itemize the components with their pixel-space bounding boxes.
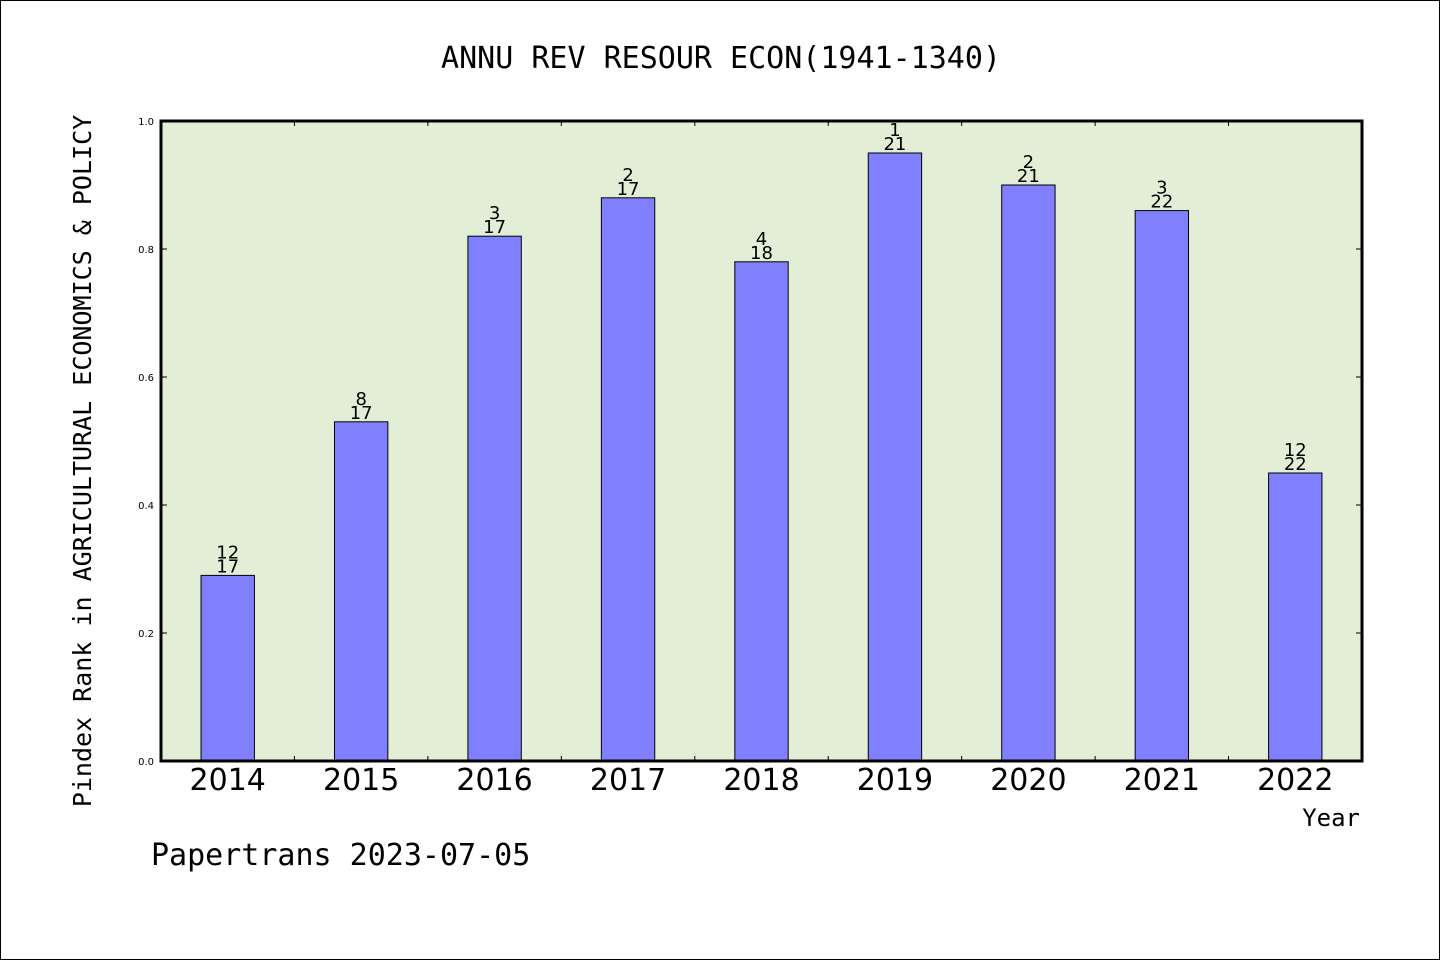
- bar-2015: [333, 421, 389, 762]
- x-tick-label: 2021: [1124, 763, 1200, 798]
- tick-group: 2014 2015 2016 2017 2018 2019 2020 2021 2022 0.0 0…: [138, 117, 1362, 798]
- plot-border: [159, 119, 1364, 763]
- bar-total-label: 17: [350, 403, 373, 424]
- bar-rank-label: 2: [622, 165, 633, 186]
- bar-total-label: 21: [883, 134, 906, 155]
- x-axis-label: Year: [1302, 804, 1360, 832]
- bar-total-label: 22: [1150, 192, 1173, 213]
- y-tick-label: 0.8: [138, 245, 154, 256]
- bar-total-label: 17: [216, 556, 239, 577]
- bar-2021: [1134, 210, 1190, 762]
- bar-rank-label: 3: [489, 203, 500, 224]
- x-tick-label: 2017: [590, 763, 666, 798]
- bar-2019: [867, 152, 923, 762]
- x-tick-label: 2020: [990, 763, 1066, 798]
- bar-2017: [600, 197, 656, 762]
- bar-rank-label: 2: [1023, 152, 1034, 173]
- x-tick-label: 2015: [323, 763, 399, 798]
- footer-credit: Papertrans 2023-07-05: [151, 838, 530, 873]
- bar-total-label: 21: [1017, 166, 1040, 187]
- x-tick-label: 2022: [1257, 763, 1333, 798]
- y-tick-label: 0.4: [138, 501, 154, 512]
- bar-total-label: 17: [483, 217, 506, 238]
- bar-rank-label: 3: [1156, 178, 1167, 199]
- bar-total-label: 18: [750, 243, 773, 264]
- x-tick-label: 2016: [456, 763, 532, 798]
- bar-rank-label: 4: [756, 229, 767, 250]
- bar-total-label: 22: [1284, 454, 1307, 475]
- x-tick-label: 2019: [857, 763, 933, 798]
- y-tick-label: 0.6: [138, 373, 154, 384]
- bar-rank-label: 8: [355, 389, 366, 410]
- bar-2022: [1268, 472, 1323, 762]
- bar-2020: [1001, 184, 1056, 762]
- x-tick-label: 2014: [190, 763, 266, 798]
- y-tick-label: 1.0: [138, 117, 154, 128]
- bar-rank-label: 1: [889, 120, 900, 141]
- y-tick-label: 0.0: [138, 757, 154, 768]
- bar-group: [200, 152, 1323, 762]
- y-axis-label: Pindex Rank in AGRICULTURAL ECONOMICS & …: [68, 115, 97, 807]
- chart-title: ANNU REV RESOUR ECON(1941-1340): [441, 41, 1001, 76]
- bar-2018: [734, 261, 789, 762]
- bar-2014: [200, 574, 255, 762]
- y-tick-label: 0.2: [138, 629, 154, 640]
- bar-rank-label: 12: [1284, 440, 1307, 461]
- bar-total-label: 17: [617, 179, 640, 200]
- bar-2016: [467, 235, 522, 762]
- x-tick-label: 2018: [723, 763, 799, 798]
- bar-rank-label: 12: [216, 542, 239, 563]
